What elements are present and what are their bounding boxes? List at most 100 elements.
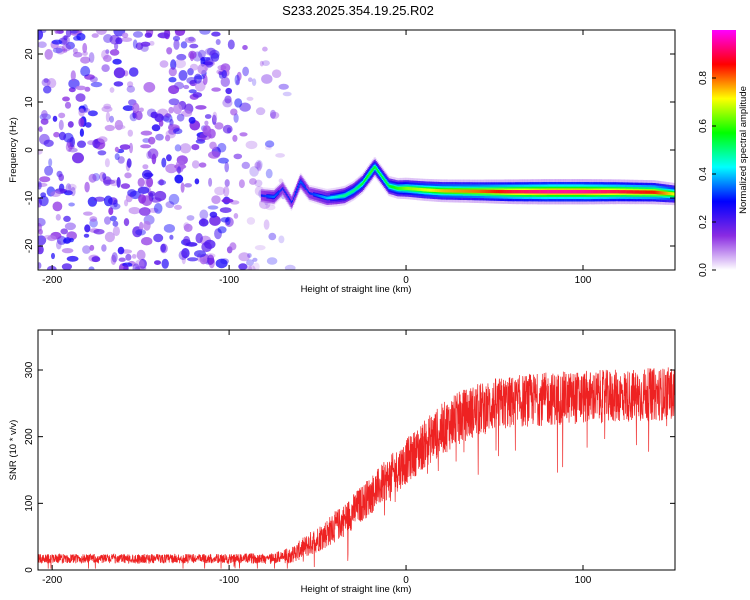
ridge-segment: [330, 196, 332, 199]
ridge-segment: [594, 190, 596, 194]
noise-blob: [121, 37, 133, 42]
noise-blob: [65, 41, 76, 50]
ridge-segment: [506, 190, 508, 194]
ridge-segment: [600, 190, 602, 194]
ridge-segment: [491, 189, 493, 194]
ridge-segment: [432, 188, 435, 192]
noise-blob: [202, 125, 212, 136]
noise-blob: [77, 140, 86, 148]
noise-blob: [87, 140, 96, 146]
ridge-segment: [565, 190, 567, 194]
ridge-segment: [298, 184, 300, 187]
ridge-segment: [638, 190, 641, 194]
noise-blob: [104, 231, 115, 243]
ridge-segment: [453, 189, 455, 193]
ridge-segment: [358, 184, 360, 188]
ridge-segment: [367, 175, 369, 178]
ridge-segment: [637, 190, 640, 194]
colorbar-tick-label: 0.8: [698, 71, 709, 85]
ridge-segment: [514, 190, 516, 194]
ridge-segment: [355, 187, 357, 191]
noise-blob: [43, 85, 52, 94]
ridge-segment: [362, 180, 365, 184]
snr-frame: [37, 329, 676, 571]
noise-blob: [104, 124, 115, 132]
noise-blob: [242, 45, 248, 50]
ridge-segment: [465, 189, 468, 193]
noise-blob: [110, 254, 117, 265]
noise-blob: [151, 124, 161, 132]
ridge-segment: [348, 192, 350, 195]
ridge-segment: [356, 186, 358, 190]
noise-blob: [208, 151, 220, 159]
noise-blob: [122, 105, 135, 111]
noise-blob: [89, 216, 98, 222]
ridge-segment: [323, 196, 325, 199]
ridge-segment: [541, 190, 543, 194]
noise-blob: [117, 156, 125, 164]
ridge-segment: [274, 194, 277, 197]
noise-blob: [230, 108, 238, 116]
noise-blob: [112, 226, 120, 237]
ridge-segment: [623, 190, 625, 194]
noise-blob: [222, 124, 233, 134]
ridge-segment: [483, 189, 486, 193]
ridge-segment: [671, 192, 674, 196]
noise-blob: [62, 48, 68, 53]
noise-blob: [38, 126, 43, 133]
noise-blob: [204, 56, 214, 68]
noise-blob: [91, 33, 99, 38]
ridge-segment: [414, 187, 417, 191]
ridge-segment: [436, 189, 438, 193]
noise-blob: [138, 258, 147, 269]
noise-blob: [165, 113, 172, 118]
ridge-segment: [308, 192, 310, 195]
ridge-segment: [337, 195, 339, 198]
noise-blob: [181, 110, 193, 117]
noise-blob: [101, 244, 107, 252]
ridge-segment: [283, 189, 285, 192]
noise-blob: [132, 263, 140, 270]
noise-blob: [117, 246, 125, 255]
ridge-segment: [499, 189, 502, 194]
ridge-segment: [334, 195, 336, 199]
ridge-segment: [455, 189, 457, 193]
noise-blob: [111, 252, 118, 263]
ridge-segment: [620, 190, 623, 194]
noise-blob: [192, 92, 203, 98]
noise-blob: [187, 68, 194, 76]
ridge-segment: [567, 190, 570, 194]
noise-blob: [166, 154, 172, 162]
x-tick-label: -100: [219, 275, 239, 286]
spectrogram-x-label: Height of straight line (km): [301, 284, 412, 295]
noise-blob: [202, 74, 208, 86]
ridge-segment: [287, 195, 289, 199]
noise-blob: [178, 70, 188, 81]
noise-blob: [144, 177, 153, 188]
noise-blob: [178, 250, 188, 260]
ridge-segment: [580, 190, 582, 194]
noise-blob: [173, 39, 180, 50]
ridge-segment: [394, 186, 396, 190]
ridge-segment: [302, 183, 304, 186]
ridge-segment: [591, 190, 593, 194]
ridge-segment: [351, 190, 353, 194]
noise-blob: [120, 183, 131, 189]
ridge-segment: [673, 192, 675, 196]
ridge-segment: [617, 190, 619, 194]
noise-blob: [262, 46, 268, 52]
ridge-segment: [464, 189, 467, 193]
ridge-segment: [284, 190, 286, 193]
ridge-segment: [556, 190, 558, 194]
ridge-segment: [585, 190, 588, 194]
noise-blob: [268, 232, 277, 241]
ridge-segment: [449, 189, 452, 193]
ridge-segment: [267, 195, 269, 198]
ridge-segment: [291, 199, 293, 203]
noise-blob: [220, 76, 230, 87]
y-tick-label: 20: [24, 48, 35, 60]
ridge-segment: [299, 181, 301, 185]
noise-blob: [259, 60, 264, 67]
ridge-segment: [550, 190, 553, 194]
noise-blob: [184, 183, 193, 188]
